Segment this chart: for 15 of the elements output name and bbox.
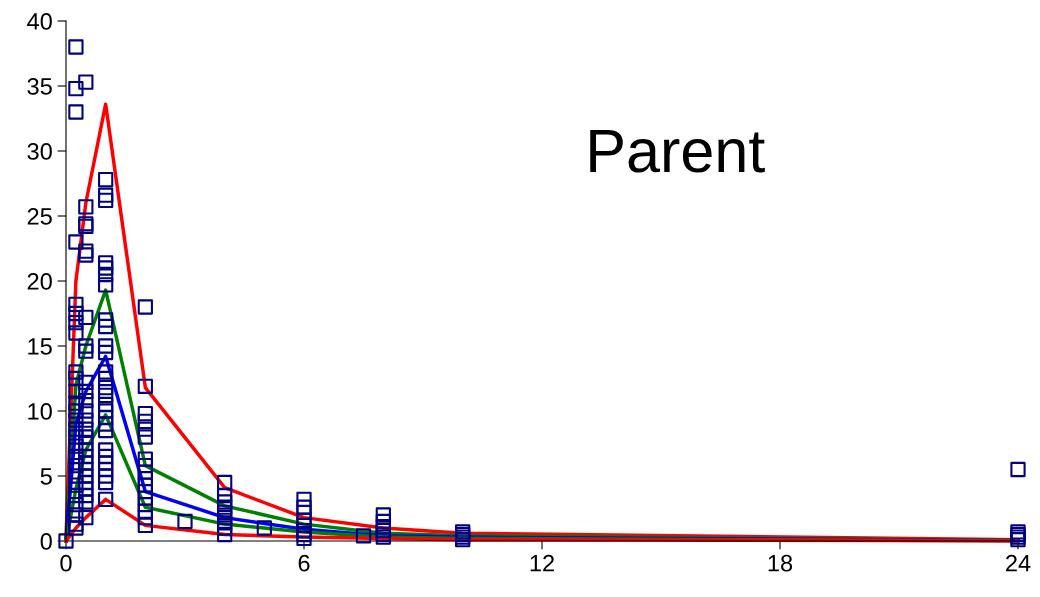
x-tick-label: 12 [530,554,554,572]
y-tick-label: 0 [40,533,52,550]
x-tick-label: 18 [768,554,793,572]
y-tick-label: 40 [27,13,52,30]
x-tick-label: 24 [1006,554,1031,572]
y-tick-label: 15 [28,338,52,355]
x-tick-label: 6 [298,554,310,572]
y-tick-label: 35 [27,78,52,95]
y-tick-label: 5 [40,468,52,485]
y-tick-label: 20 [27,273,52,290]
x-tick-label: 0 [60,554,72,572]
y-tick-label: 25 [27,208,52,225]
y-tick-label: 10 [28,403,52,420]
y-tick-label: 30 [27,143,52,160]
annotation: Parent [590,129,765,173]
